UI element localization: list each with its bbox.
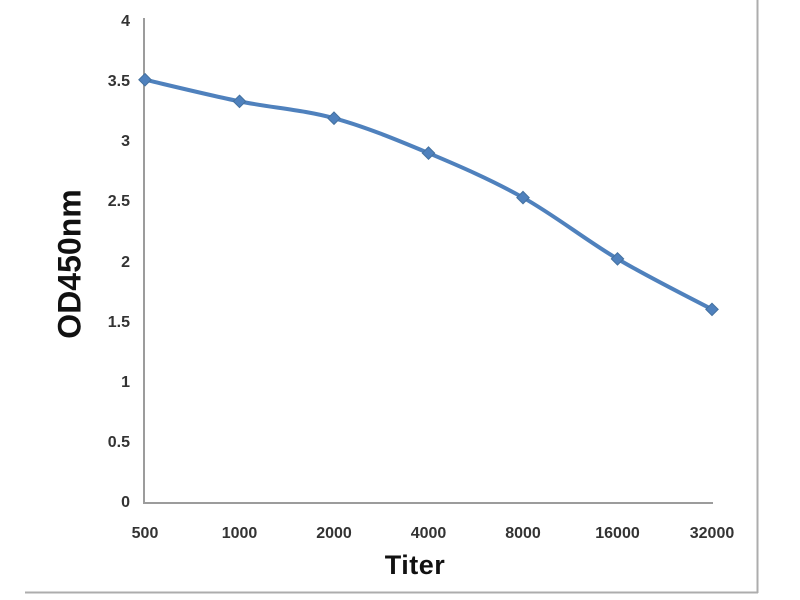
data-point-marker-2000 [327, 111, 341, 126]
series-line [143, 77, 714, 312]
data-point-marker-500 [138, 72, 152, 87]
data-point-marker-8000 [516, 190, 530, 205]
data-point-marker-16000 [610, 251, 625, 266]
data-point-marker-32000 [705, 302, 719, 317]
data-point-marker-4000 [421, 146, 436, 160]
data-point-marker-1000 [232, 94, 247, 109]
